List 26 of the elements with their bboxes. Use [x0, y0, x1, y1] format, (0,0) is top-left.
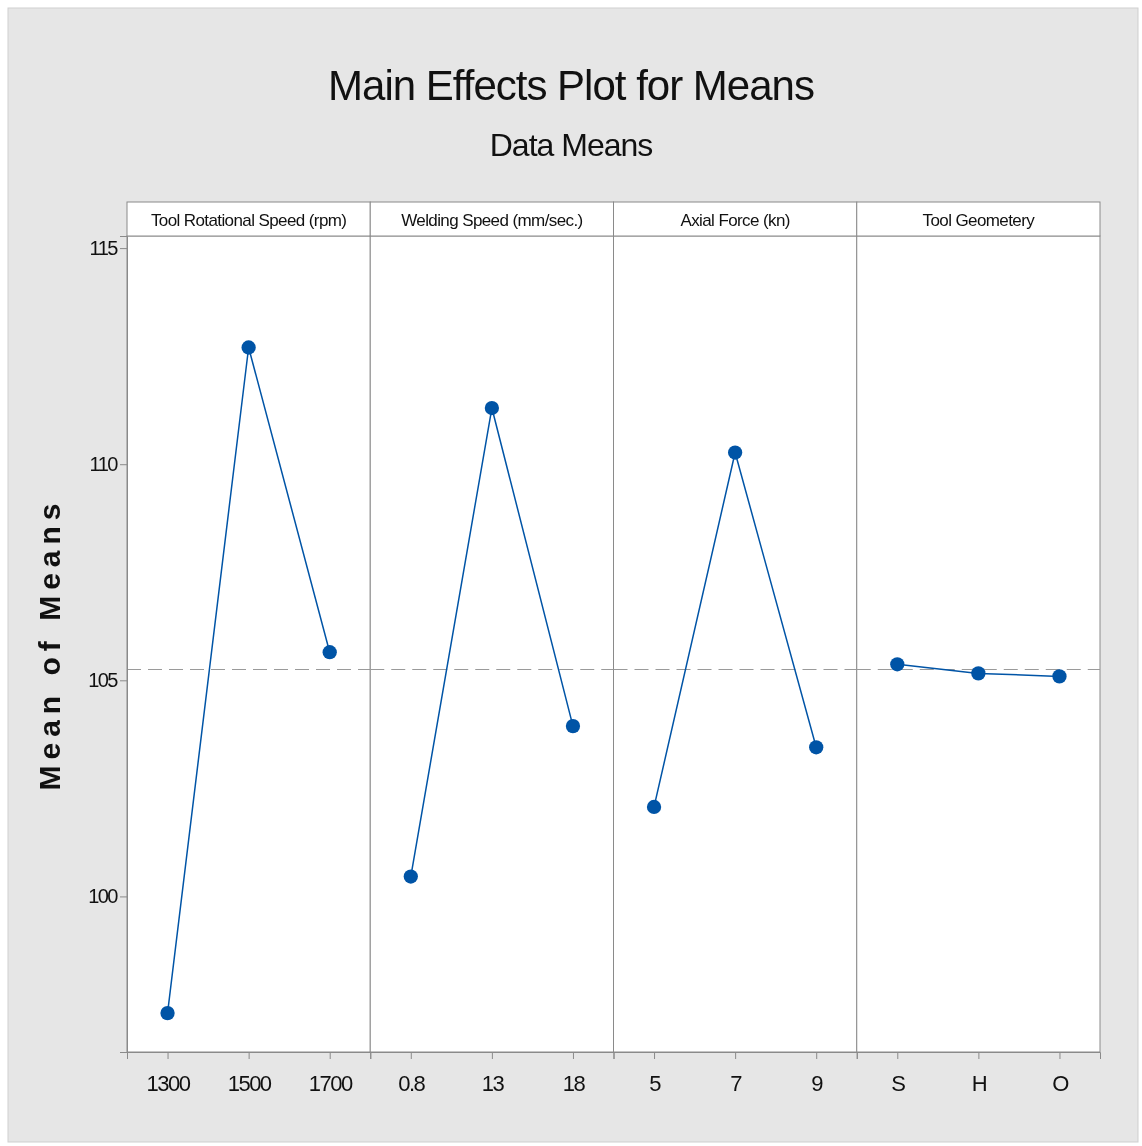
- x-tick-label: 1300: [146, 1070, 191, 1096]
- x-tick-label: 13: [481, 1070, 505, 1096]
- x-tick-label: 18: [562, 1070, 586, 1096]
- chart-title: Tool Rotational Speed (rpm): [150, 211, 347, 230]
- x-tick-label: 9: [811, 1070, 824, 1096]
- x-tick-label: H: [971, 1070, 987, 1096]
- y-tick-label: 110: [89, 453, 119, 476]
- y-tick-label: 115: [89, 237, 119, 259]
- x-tick-label: 1500: [227, 1070, 272, 1096]
- point: [322, 645, 337, 660]
- text: Main Effects Plot for Means: [328, 62, 814, 109]
- x-tick-label: O: [1052, 1070, 1070, 1096]
- y-tick-label: 100: [88, 885, 119, 908]
- point: [160, 1005, 175, 1021]
- chart-title: Axial Force (kn): [680, 211, 790, 230]
- x-tick-label: 0.8: [398, 1070, 426, 1096]
- x-tick-label: S: [891, 1070, 906, 1096]
- x-tick-label: 7: [730, 1070, 743, 1096]
- x-tick-label: 5: [649, 1070, 662, 1096]
- y-tick-label: 105: [88, 669, 119, 692]
- chart-title: Tool Geometery: [922, 211, 1036, 230]
- point: [241, 340, 256, 355]
- text: Data Means: [489, 127, 653, 163]
- chart-title: Welding Speed (mm/sec.): [401, 211, 583, 230]
- x-tick-label: 1700: [308, 1070, 353, 1096]
- y-axis-title: Mean of Means: [33, 497, 66, 791]
